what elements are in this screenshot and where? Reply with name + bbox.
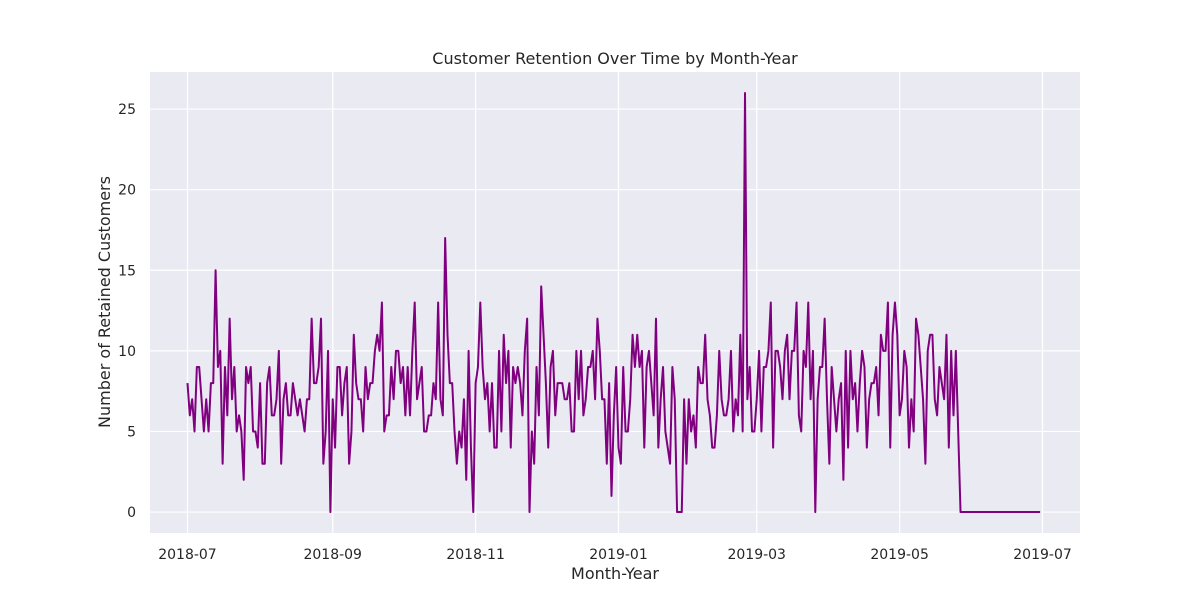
y-tick-label: 20 xyxy=(118,183,136,199)
grid-lines xyxy=(150,72,1080,533)
x-tick-label: 2018-09 xyxy=(303,547,362,563)
y-tick-label: 15 xyxy=(118,263,136,279)
series-layer xyxy=(186,91,1041,514)
y-tick-label: 5 xyxy=(127,424,136,440)
plot-area xyxy=(150,72,1080,533)
y-tick-label: 25 xyxy=(118,102,136,118)
x-tick-label: 2018-07 xyxy=(158,547,217,563)
chart-title: Customer Retention Over Time by Month-Ye… xyxy=(432,49,798,68)
x-axis-label: Month-Year xyxy=(571,564,659,583)
x-tick-label: 2019-07 xyxy=(1013,547,1072,563)
x-axis-ticks: 2018-07 2018-09 2018-11 2019-01 2019-03 2019-… xyxy=(158,547,1072,563)
y-axis-ticks: 0 5 10 15 20 25 xyxy=(118,102,136,521)
y-axis-label: Number of Retained Customers xyxy=(95,176,114,428)
series-line xyxy=(186,91,1041,514)
x-tick-label: 2018-11 xyxy=(446,547,505,563)
x-tick-label: 2019-05 xyxy=(870,547,929,563)
x-tick-label: 2019-03 xyxy=(727,547,786,563)
y-tick-label: 0 xyxy=(127,505,136,521)
x-tick-label: 2019-01 xyxy=(589,547,648,563)
y-tick-label: 10 xyxy=(118,344,136,360)
